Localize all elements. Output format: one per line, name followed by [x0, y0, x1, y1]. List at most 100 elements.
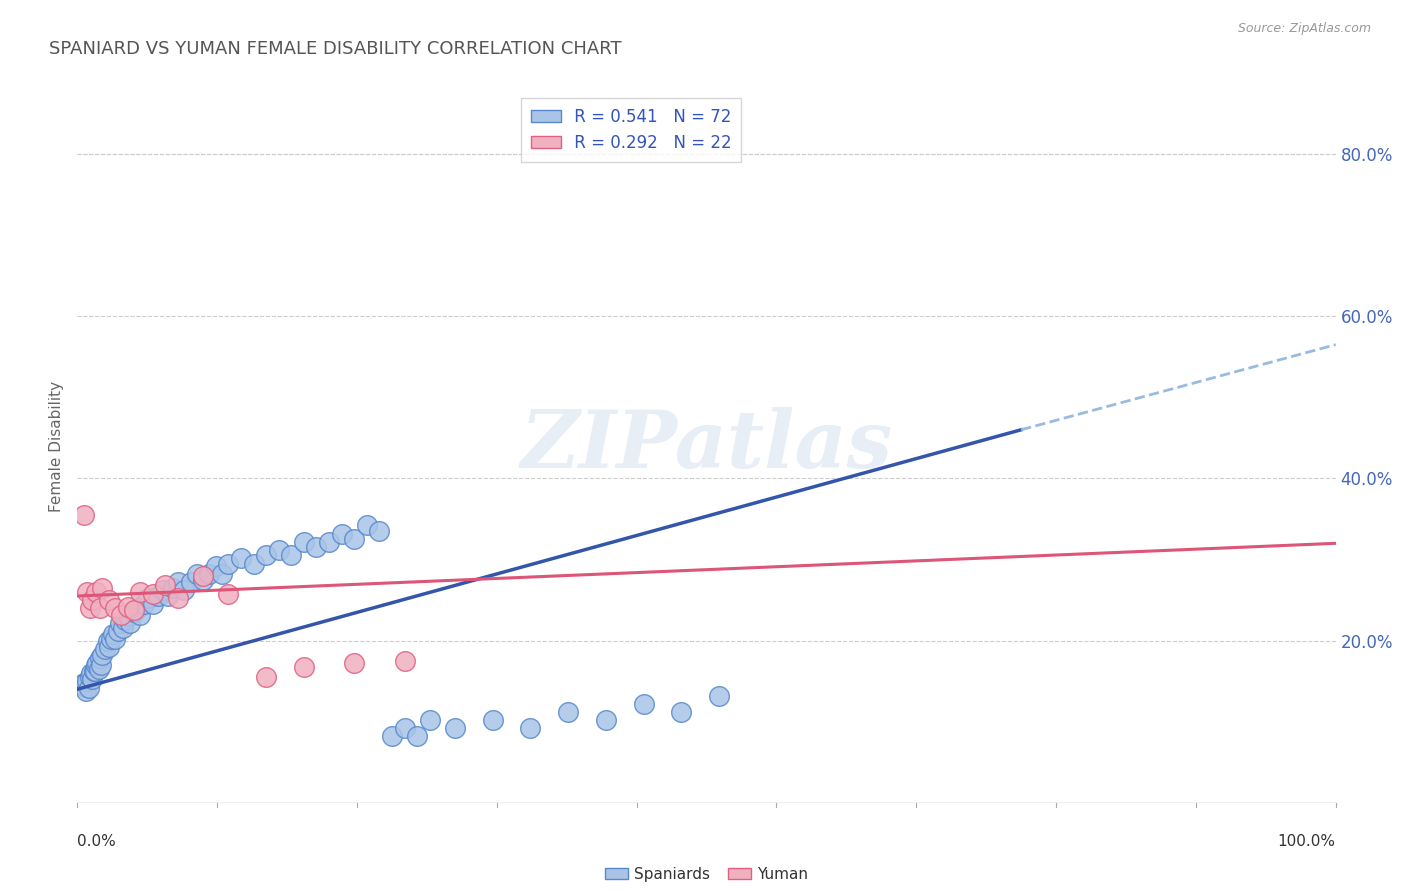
Point: [108, 615, 131, 630]
Point: [671, 705, 693, 719]
Point: [707, 689, 730, 703]
Point: [75, 684, 97, 698]
Point: [117, 599, 139, 614]
Point: [83, 665, 105, 679]
Point: [330, 526, 353, 541]
Text: Source: ZipAtlas.com: Source: ZipAtlas.com: [1237, 22, 1371, 36]
Point: [122, 605, 145, 619]
Point: [156, 589, 179, 603]
Point: [557, 705, 579, 719]
Point: [444, 721, 467, 735]
Point: [117, 609, 139, 624]
Point: [254, 549, 277, 563]
Point: [80, 666, 103, 681]
Point: [97, 640, 120, 654]
Point: [191, 573, 215, 587]
Point: [82, 593, 104, 607]
Point: [79, 601, 101, 615]
Point: [94, 641, 117, 656]
Point: [406, 729, 429, 743]
Point: [86, 657, 108, 671]
Point: [173, 583, 195, 598]
Point: [356, 518, 378, 533]
Point: [394, 654, 416, 668]
Point: [186, 567, 208, 582]
Point: [267, 542, 290, 557]
Point: [368, 524, 391, 538]
Point: [132, 597, 155, 611]
Point: [96, 633, 118, 648]
Point: [191, 568, 215, 582]
Text: 0.0%: 0.0%: [77, 834, 117, 849]
Point: [180, 575, 202, 590]
Point: [104, 601, 127, 615]
Point: [89, 601, 111, 615]
Text: 100.0%: 100.0%: [1278, 834, 1336, 849]
Point: [242, 557, 264, 571]
Point: [101, 627, 124, 641]
Point: [73, 680, 96, 694]
Point: [155, 578, 177, 592]
Point: [100, 632, 122, 646]
Point: [142, 586, 165, 600]
Point: [107, 624, 129, 638]
Point: [292, 659, 315, 673]
Point: [211, 567, 233, 582]
Point: [167, 591, 190, 606]
Point: [633, 697, 655, 711]
Point: [70, 678, 93, 692]
Legend: Spaniards, Yuman: Spaniards, Yuman: [599, 861, 814, 888]
Point: [91, 581, 114, 595]
Point: [167, 575, 190, 590]
Point: [217, 586, 239, 600]
Point: [72, 508, 94, 522]
Point: [72, 675, 94, 690]
Point: [120, 615, 142, 630]
Point: [89, 651, 111, 665]
Point: [127, 601, 149, 615]
Point: [82, 672, 104, 686]
Point: [104, 632, 127, 646]
Point: [84, 585, 107, 599]
Point: [129, 585, 152, 599]
Point: [152, 583, 174, 598]
Point: [79, 670, 101, 684]
Point: [84, 665, 107, 679]
Point: [394, 721, 416, 735]
Point: [114, 613, 136, 627]
Point: [111, 622, 134, 636]
Point: [76, 585, 98, 599]
Point: [343, 533, 366, 547]
Point: [204, 559, 226, 574]
Point: [76, 674, 98, 689]
Point: [280, 549, 302, 563]
Point: [343, 657, 366, 671]
Point: [217, 557, 239, 571]
Point: [254, 670, 277, 684]
Point: [136, 591, 159, 606]
Point: [162, 581, 184, 595]
Point: [142, 597, 165, 611]
Point: [77, 681, 100, 695]
Point: [90, 657, 112, 672]
Point: [198, 567, 221, 582]
Point: [129, 607, 152, 622]
Text: ZIPatlas: ZIPatlas: [520, 408, 893, 484]
Point: [122, 603, 145, 617]
Point: [318, 534, 340, 549]
Point: [481, 713, 503, 727]
Point: [419, 713, 441, 727]
Text: SPANIARD VS YUMAN FEMALE DISABILITY CORRELATION CHART: SPANIARD VS YUMAN FEMALE DISABILITY CORR…: [49, 40, 621, 58]
Point: [519, 721, 541, 735]
Y-axis label: Female Disability: Female Disability: [49, 380, 65, 512]
Point: [97, 593, 120, 607]
Point: [84, 657, 107, 672]
Point: [91, 648, 114, 663]
Point: [595, 713, 617, 727]
Point: [229, 550, 252, 565]
Point: [87, 662, 110, 676]
Point: [381, 729, 404, 743]
Point: [305, 541, 328, 555]
Point: [292, 534, 315, 549]
Point: [110, 607, 132, 622]
